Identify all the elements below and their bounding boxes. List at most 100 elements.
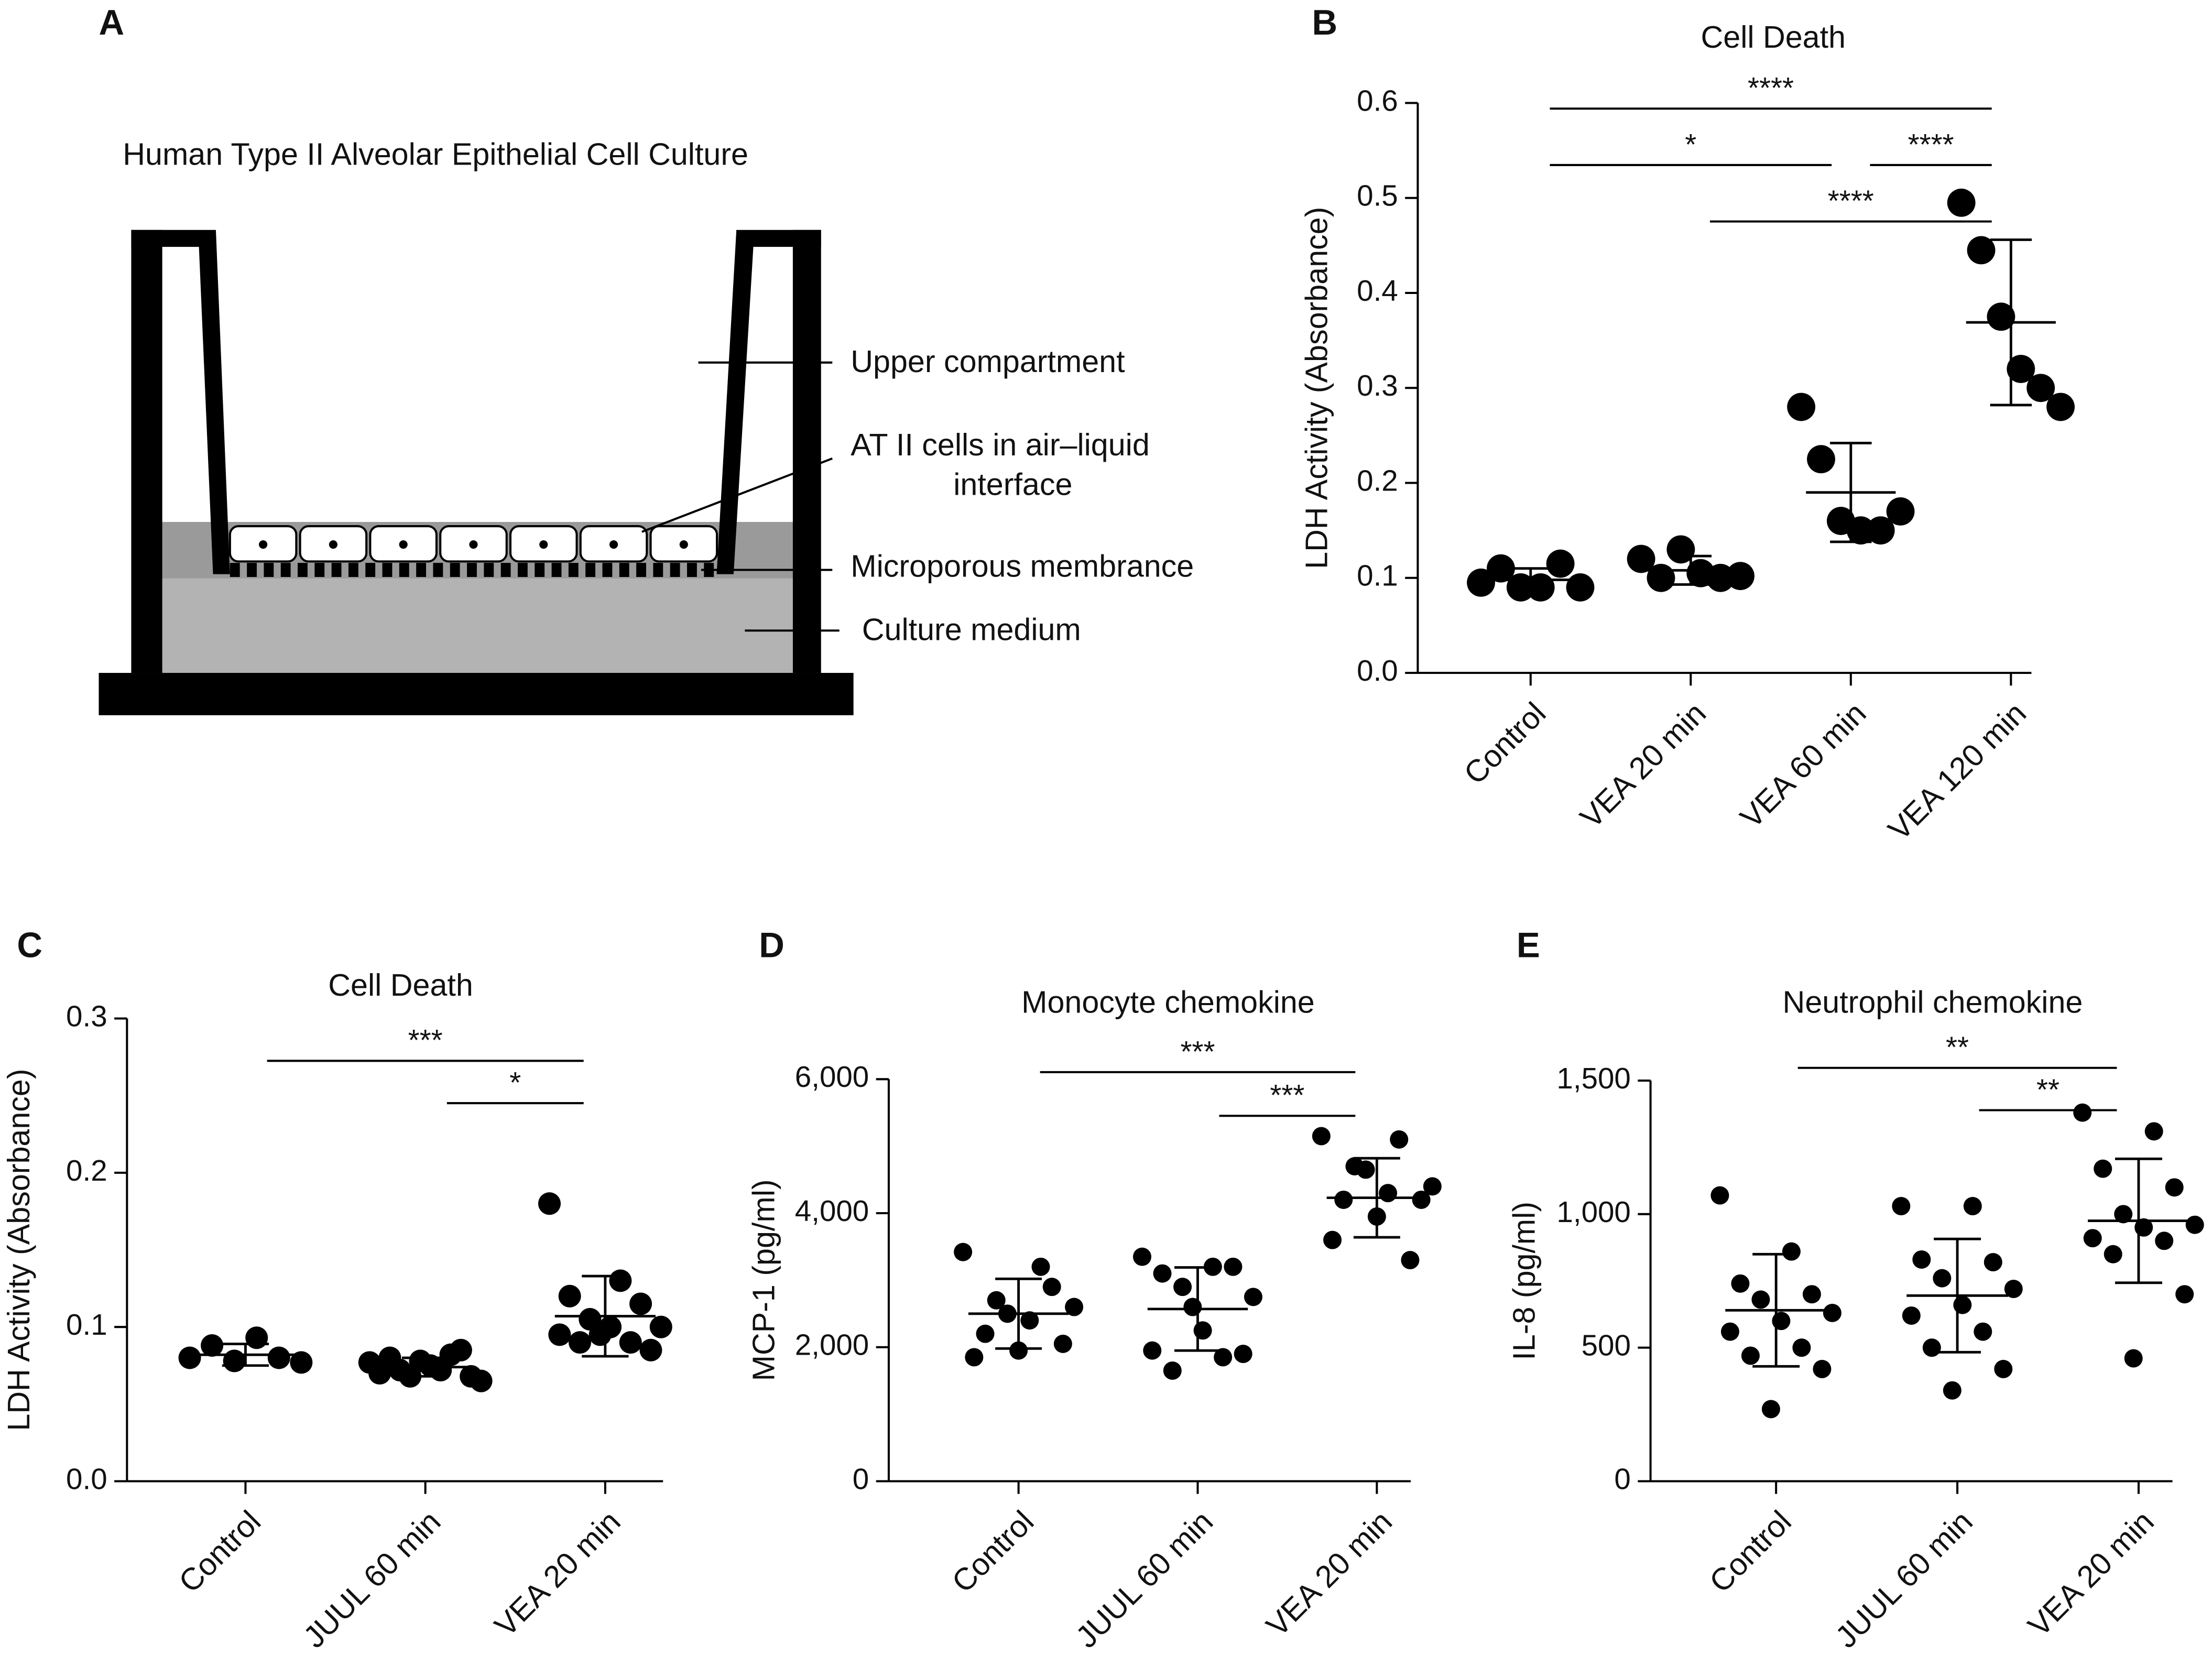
diagram-label: Culture medium <box>862 612 1081 647</box>
data-point <box>1390 1130 1409 1149</box>
panel-letter: D <box>759 926 784 965</box>
data-point <box>1761 1400 1780 1419</box>
nucleus <box>469 540 478 549</box>
outer-wall <box>131 230 162 673</box>
data-point <box>1984 1253 2002 1272</box>
data-point <box>2046 393 2075 421</box>
data-point <box>290 1351 313 1374</box>
y-axis-label: MCP-1 (pg/ml) <box>746 1179 781 1381</box>
data-point <box>538 1192 561 1215</box>
data-point <box>1627 544 1655 573</box>
diagram-a: A Human Type II Alveolar Epithelial Cell… <box>99 3 1194 715</box>
data-point <box>223 1349 246 1372</box>
data-point <box>2185 1215 2204 1234</box>
significance-label: * <box>1685 128 1696 161</box>
y-tick-label: 0.6 <box>1357 84 1398 117</box>
significance-label: **** <box>1748 71 1794 104</box>
y-tick-label: 0 <box>853 1462 869 1495</box>
nucleus <box>539 540 548 549</box>
data-point <box>1042 1278 1061 1296</box>
data-point <box>2083 1229 2102 1248</box>
data-point <box>1647 563 1675 592</box>
data-point <box>1214 1348 1233 1367</box>
data-point <box>1726 562 1755 591</box>
data-point <box>439 1343 462 1366</box>
data-point <box>1967 236 1996 265</box>
significance-label: * <box>509 1066 521 1099</box>
significance-label: *** <box>408 1023 443 1056</box>
significance-label: **** <box>1908 128 1954 161</box>
data-point <box>2144 1122 2163 1141</box>
y-axis-label: IL-8 (pg/ml) <box>1506 1202 1541 1360</box>
data-point <box>976 1324 995 1343</box>
panel-letter: C <box>17 926 42 965</box>
data-point <box>245 1326 268 1349</box>
data-point <box>1787 393 1816 421</box>
data-point <box>1234 1345 1252 1364</box>
data-point <box>460 1365 483 1388</box>
data-point <box>1546 549 1575 578</box>
data-point <box>1412 1190 1431 1209</box>
y-tick-label: 0.2 <box>66 1154 107 1187</box>
y-tick-label: 0.1 <box>1357 559 1398 592</box>
data-point <box>1947 188 1976 217</box>
data-point <box>201 1334 224 1357</box>
data-point <box>178 1346 201 1369</box>
data-point <box>388 1359 411 1382</box>
data-point <box>954 1243 973 1261</box>
insert-wall <box>716 230 754 574</box>
data-point <box>1866 516 1895 545</box>
leader-line <box>641 457 833 533</box>
data-point <box>1020 1311 1039 1330</box>
significance-label: *** <box>1270 1078 1304 1112</box>
y-tick-label: 500 <box>1582 1329 1631 1362</box>
data-point <box>1323 1230 1342 1249</box>
y-tick-label: 0.0 <box>66 1462 107 1495</box>
data-point <box>609 1269 632 1292</box>
nucleus <box>679 540 688 549</box>
data-point <box>2026 374 2055 402</box>
data-point <box>1009 1341 1028 1360</box>
data-point <box>1751 1290 1770 1309</box>
significance-label: **** <box>1828 184 1874 217</box>
data-point <box>1922 1338 1941 1357</box>
data-point <box>548 1323 571 1346</box>
data-point <box>1053 1334 1072 1353</box>
data-point <box>649 1315 672 1338</box>
data-point <box>1963 1197 1982 1216</box>
data-point <box>1823 1303 1841 1322</box>
data-point <box>965 1348 984 1367</box>
data-point <box>1467 568 1495 597</box>
y-axis-label: LDH Activity (Absorbance) <box>1 1069 36 1431</box>
data-point <box>1163 1361 1182 1380</box>
chart-title: Cell Death <box>328 967 473 1003</box>
chart-title: Neutrophil chemokine <box>1783 984 2083 1019</box>
data-point <box>1731 1274 1750 1293</box>
data-point <box>1846 516 1875 545</box>
insert-wall <box>199 230 230 574</box>
data-point <box>1943 1381 1962 1400</box>
data-point <box>1802 1285 1821 1304</box>
panel-letter: A <box>99 3 124 42</box>
y-tick-label: 0.3 <box>66 999 107 1032</box>
data-point <box>368 1361 391 1385</box>
data-point <box>1807 445 1835 474</box>
data-point <box>619 1331 642 1354</box>
significance-label: ** <box>2036 1073 2060 1106</box>
y-tick-label: 0.0 <box>1357 654 1398 687</box>
data-point <box>1132 1247 1151 1266</box>
data-point <box>1974 1322 1992 1341</box>
data-point <box>1710 1186 1729 1205</box>
y-tick-label: 0 <box>1614 1462 1630 1495</box>
y-tick-label: 0.5 <box>1357 179 1398 212</box>
diagram-label: Microporous membrance <box>851 548 1194 583</box>
diagram-title: Human Type II Alveolar Epithelial Cell C… <box>123 136 748 171</box>
data-point <box>558 1284 581 1307</box>
nucleus <box>609 540 618 549</box>
data-point <box>1423 1177 1442 1196</box>
data-point <box>2104 1245 2122 1263</box>
y-tick-label: 6,000 <box>795 1060 869 1093</box>
data-point <box>409 1349 432 1372</box>
